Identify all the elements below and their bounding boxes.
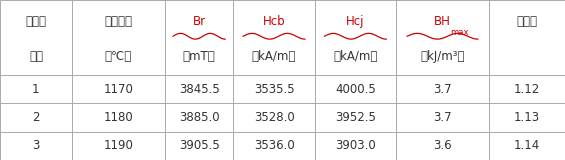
Text: 3.7: 3.7: [433, 111, 452, 124]
Text: （kA/m）: （kA/m）: [252, 50, 296, 63]
Text: （kJ/m³）: （kJ/m³）: [420, 50, 465, 63]
Text: 1180: 1180: [103, 111, 133, 124]
Text: 3528.0: 3528.0: [254, 111, 294, 124]
Text: （℃）: （℃）: [105, 50, 132, 63]
Text: 4000.5: 4000.5: [335, 83, 376, 96]
Text: 1: 1: [32, 83, 40, 96]
Text: 3952.5: 3952.5: [335, 111, 376, 124]
Text: 3903.0: 3903.0: [335, 139, 376, 152]
Text: BH: BH: [434, 15, 451, 28]
Text: 3.7: 3.7: [433, 83, 452, 96]
Text: 3905.5: 3905.5: [179, 139, 219, 152]
Text: 收缩率: 收缩率: [516, 15, 537, 28]
Text: max: max: [450, 28, 468, 37]
Text: 3536.0: 3536.0: [254, 139, 294, 152]
Text: 3885.0: 3885.0: [179, 111, 219, 124]
Text: 烧结温度: 烧结温度: [105, 15, 132, 28]
Text: （kA/m）: （kA/m）: [333, 50, 377, 63]
Text: 1.12: 1.12: [514, 83, 540, 96]
Text: 1.14: 1.14: [514, 139, 540, 152]
Text: 3: 3: [32, 139, 40, 152]
Text: Br: Br: [193, 15, 206, 28]
Text: 2: 2: [32, 111, 40, 124]
Text: 3845.5: 3845.5: [179, 83, 219, 96]
Text: 编号: 编号: [29, 50, 43, 63]
Text: 3535.5: 3535.5: [254, 83, 294, 96]
Text: 对比例: 对比例: [25, 15, 46, 28]
Text: 3.6: 3.6: [433, 139, 452, 152]
Text: Hcj: Hcj: [346, 15, 364, 28]
Text: 1190: 1190: [103, 139, 133, 152]
Text: 1.13: 1.13: [514, 111, 540, 124]
Text: 1170: 1170: [103, 83, 133, 96]
Text: （mT）: （mT）: [182, 50, 215, 63]
Text: Hcb: Hcb: [263, 15, 285, 28]
